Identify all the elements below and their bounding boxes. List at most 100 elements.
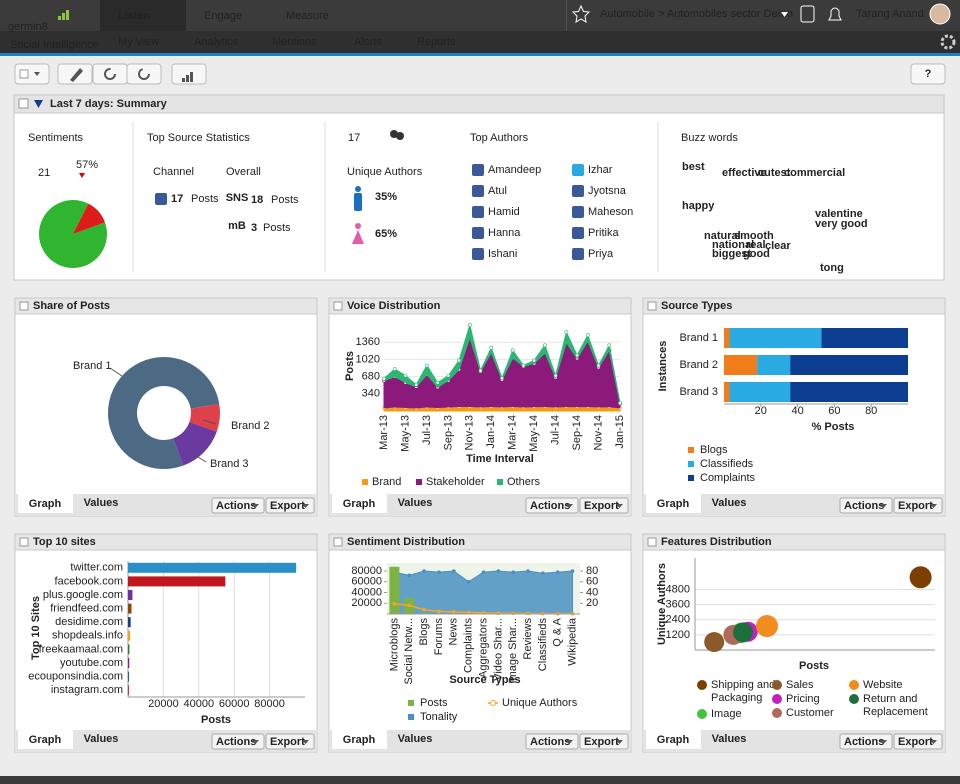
help-button[interactable]: ? (925, 68, 932, 80)
actions-button[interactable]: Actions (216, 500, 256, 512)
graph-tab[interactable]: Graph (343, 498, 376, 510)
user-name[interactable]: Tarang Anand (856, 8, 924, 20)
export-button[interactable]: Export (898, 500, 933, 512)
legend-swatch (416, 479, 422, 485)
x-axis-title: Posts (201, 714, 231, 726)
checkbox (333, 301, 343, 311)
y-tick-label: ecouponsindia.com (28, 671, 123, 683)
facebook-icon (472, 248, 484, 260)
y-tick-label: Brand 3 (679, 386, 718, 398)
point (422, 569, 426, 573)
buzz-word[interactable]: clear (765, 240, 791, 252)
export-button[interactable]: Export (270, 500, 305, 512)
nav-tab[interactable]: Engage (204, 10, 242, 22)
star-icon[interactable] (571, 4, 591, 23)
buzz-word[interactable]: effective (722, 167, 767, 179)
author-name[interactable]: Hamid (488, 206, 520, 218)
point (555, 570, 560, 574)
export-button[interactable]: Export (270, 736, 305, 748)
point (407, 573, 412, 578)
buzz-word[interactable]: biggest (712, 248, 751, 260)
settings-icon[interactable] (940, 34, 956, 50)
nav-tab[interactable]: Measure (286, 10, 329, 22)
author-name[interactable]: Atul (488, 185, 507, 197)
graph-tab[interactable]: Graph (343, 734, 376, 746)
export-button[interactable]: Export (584, 736, 619, 748)
graph-tab[interactable]: Graph (657, 734, 690, 746)
dropdown-arrow (616, 504, 623, 508)
values-tab[interactable]: Values (84, 733, 119, 745)
legend-swatch (688, 475, 694, 481)
legend-swatch (688, 461, 694, 467)
actions-button[interactable]: Actions (530, 500, 570, 512)
x-tick-label: Wikipedia (566, 617, 578, 666)
x-axis-title: Posts (799, 660, 829, 672)
pie-slice (73, 203, 105, 234)
buzz-word[interactable]: best (682, 161, 705, 173)
panel-button (579, 733, 629, 750)
buzz-word[interactable]: smooth (734, 230, 774, 242)
avatar[interactable] (929, 3, 951, 25)
graph-tab[interactable]: Graph (657, 498, 690, 510)
breadcrumb[interactable]: Automobile > Automobiles sector Demo (600, 8, 793, 20)
y-axis-title: Top 10 Sites (30, 596, 42, 660)
x-tick-label: Nov-14 (592, 415, 604, 450)
x-tick-label: Jan-15 (614, 415, 626, 449)
author-name[interactable]: Amandeep (488, 164, 541, 176)
legend-label: Website (863, 679, 903, 691)
author-name[interactable]: Ishani (488, 248, 517, 260)
nav-subtab[interactable]: Mentions (272, 36, 317, 48)
actions-button[interactable]: Actions (844, 500, 884, 512)
author-name[interactable]: Maheson (588, 206, 633, 218)
dropdown-arrow[interactable] (781, 12, 788, 17)
logo: germin8 (8, 21, 48, 33)
legend-marker (697, 709, 707, 719)
buzz-word[interactable]: very good (815, 218, 868, 230)
buzz-word[interactable]: national (712, 239, 754, 251)
values-tab[interactable]: Values (84, 497, 119, 509)
actions-button[interactable]: Actions (216, 736, 256, 748)
values-tab[interactable]: Values (712, 497, 747, 509)
legend-label: Customer (786, 707, 834, 719)
graph-tab[interactable]: Graph (29, 498, 62, 510)
actions-button[interactable]: Actions (844, 736, 884, 748)
buzz-word[interactable]: valentine (815, 208, 863, 220)
down-arrow (79, 173, 85, 178)
legend-label: Tonality (420, 711, 458, 723)
author-name[interactable]: Jyotsna (588, 185, 627, 197)
point (570, 569, 575, 573)
nav-subtab[interactable]: My View (118, 36, 159, 48)
bar (128, 603, 132, 614)
export-button[interactable]: Export (584, 500, 619, 512)
graph-tab[interactable]: Graph (29, 734, 62, 746)
author-name[interactable]: Izhar (588, 164, 613, 176)
buzz-word[interactable]: happy (682, 200, 715, 212)
legend-swatch (408, 700, 414, 706)
column-header: Channel (153, 166, 194, 178)
nav-subtab[interactable]: Reports (417, 36, 456, 48)
chart-icon (182, 78, 185, 82)
buzz-word[interactable]: cutest (758, 167, 791, 179)
facebook-icon (572, 227, 584, 239)
y-tick-label: 2400 (666, 614, 690, 626)
buzz-word[interactable]: commercial (784, 167, 845, 179)
values-tab[interactable]: Values (398, 733, 433, 745)
buzz-word[interactable]: tong (820, 262, 844, 274)
actions-button[interactable]: Actions (530, 736, 570, 748)
buzz-word[interactable]: good (743, 248, 770, 260)
author-name[interactable]: Pritika (588, 227, 619, 239)
buzz-word[interactable]: natural (704, 230, 741, 242)
nav-subtab[interactable]: Alerts (354, 36, 383, 48)
y-tick-label: 1360 (356, 336, 380, 348)
export-button[interactable]: Export (898, 736, 933, 748)
facebook-icon (472, 164, 484, 176)
values-tab[interactable]: Values (398, 497, 433, 509)
buzz-word[interactable]: real (746, 239, 766, 251)
nav-tab[interactable]: Listen (118, 10, 151, 22)
author-name[interactable]: Hanna (488, 227, 521, 239)
author-name[interactable]: Priya (588, 248, 614, 260)
values-tab[interactable]: Values (712, 733, 747, 745)
nav-subtab[interactable]: Analytics (194, 36, 239, 48)
dropdown-arrow (34, 72, 40, 76)
